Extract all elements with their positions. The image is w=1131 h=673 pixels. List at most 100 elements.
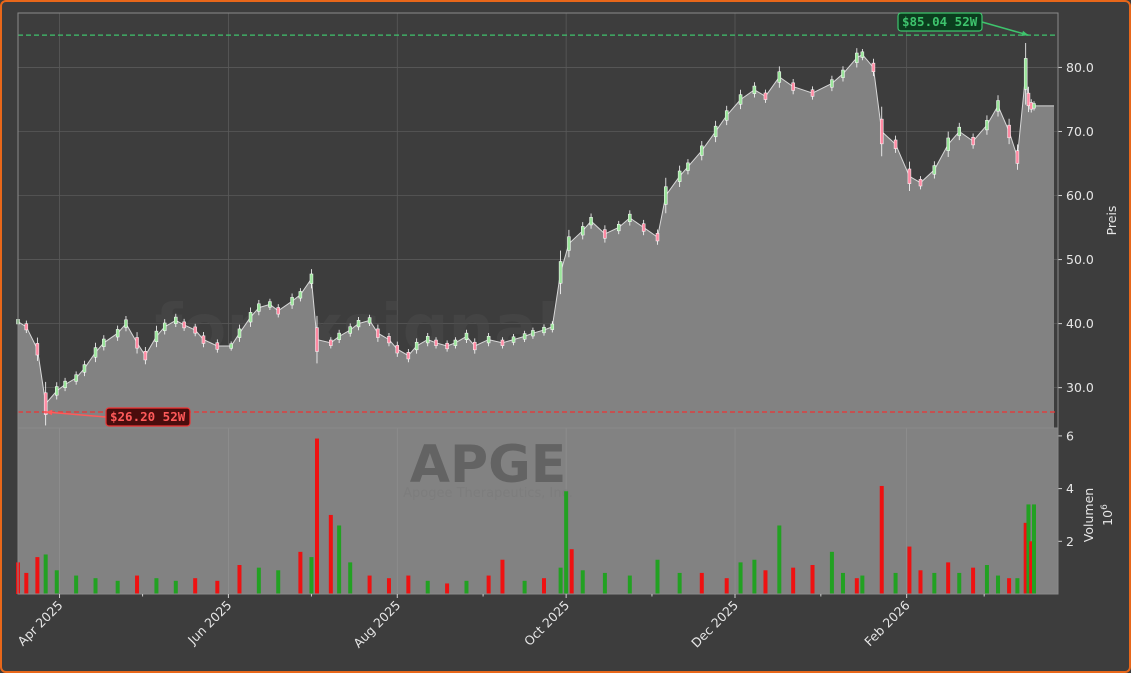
volume-bar: [314, 438, 319, 594]
candle-body: [414, 341, 419, 351]
candle-body: [550, 323, 555, 330]
volume-bar: [1029, 541, 1034, 594]
candle-body: [616, 223, 621, 232]
volume-bar: [425, 580, 430, 594]
candle-body: [567, 236, 571, 251]
candle-body: [918, 179, 923, 187]
volume-bar: [309, 557, 314, 594]
volume-bar: [348, 562, 353, 594]
candle-body: [500, 339, 505, 346]
candle-body: [1032, 103, 1036, 109]
volume-bar: [893, 572, 898, 594]
volume-bar: [276, 570, 281, 594]
candle-body: [486, 336, 491, 344]
price-axis-title: Preis: [1104, 206, 1119, 236]
volume-bar: [237, 565, 242, 594]
volume-bar: [699, 572, 704, 594]
volume-axis: 2 4 6: [1058, 428, 1074, 549]
high-52w-annotation: $85.04 52W: [897, 12, 1029, 37]
candle-body: [74, 374, 78, 382]
volume-bar: [486, 575, 491, 594]
price-tick-label: 70.0: [1066, 124, 1094, 139]
date-tick-label: Dec 2025: [688, 598, 741, 651]
low-52w-annotation: $26.20 52W: [45, 407, 191, 427]
volume-bar: [854, 578, 859, 594]
candle-body: [1015, 150, 1020, 164]
candle-body: [581, 226, 585, 236]
candle-body: [830, 79, 834, 88]
candle-body: [395, 345, 400, 354]
candle-body: [193, 326, 197, 334]
high-52w-label: $85.04 52W: [902, 14, 978, 29]
candle-body: [174, 316, 178, 324]
volume-bar: [957, 572, 962, 594]
candle-body: [367, 317, 372, 324]
candle-body: [162, 322, 167, 331]
candle-body: [664, 186, 668, 205]
volume-bar: [135, 575, 140, 594]
volume-bar: [860, 575, 865, 594]
candle-body: [724, 110, 729, 121]
candle-body: [628, 213, 632, 223]
candle-body: [589, 217, 593, 226]
volume-bar: [724, 578, 729, 594]
candle-body: [810, 89, 815, 97]
candle-body: [932, 165, 937, 175]
volume-bar: [43, 554, 48, 594]
candle-body: [135, 337, 139, 349]
candle-body: [558, 261, 563, 284]
volume-bar: [971, 567, 976, 594]
volume-bar: [655, 559, 660, 594]
candle-body: [93, 347, 98, 358]
candle-body: [215, 342, 220, 350]
low-52w-arrow: [45, 411, 107, 418]
price-tick-label: 50.0: [1066, 252, 1094, 267]
volume-bars: [16, 438, 1036, 594]
volume-plot-background: [18, 428, 1058, 594]
candle-body: [855, 52, 859, 63]
candle-body: [996, 100, 1000, 112]
candle-body: [182, 321, 186, 329]
candle-body: [1007, 124, 1011, 139]
candle-body: [907, 168, 912, 184]
volume-axis-unit: 106: [1100, 504, 1115, 526]
candle-body: [957, 126, 962, 137]
price-tick-label: 80.0: [1066, 60, 1094, 75]
candle-body: [791, 82, 795, 91]
candle-body: [434, 339, 438, 346]
watermark-ticker: APGE: [410, 435, 567, 495]
volume-bar: [464, 580, 469, 594]
candle-body: [55, 386, 59, 396]
candle-body: [738, 94, 743, 105]
candle-body: [257, 303, 261, 312]
watermark-company: Apogee Therapeutics, Inc.: [403, 486, 573, 501]
volume-bar: [35, 557, 40, 594]
candle-body: [1026, 92, 1031, 107]
volume-bar: [74, 575, 79, 594]
price-axis: 30.0 40.0 50.0 60.0 70.0 80.0: [1058, 60, 1094, 395]
volume-bar: [215, 580, 220, 594]
volume-bar: [1032, 504, 1036, 594]
candle-body: [893, 139, 898, 149]
volume-bar: [541, 578, 546, 594]
candle-body: [641, 223, 646, 232]
candle-body: [531, 330, 535, 337]
low-52w-label-box: [105, 407, 191, 427]
volume-bar: [154, 578, 159, 594]
candle-body: [655, 233, 660, 242]
volume-bar: [602, 572, 607, 594]
candle-body: [1023, 58, 1028, 90]
date-tick-label: Jun 2025: [184, 598, 234, 648]
candle-body: [356, 320, 361, 328]
candle-body: [143, 351, 148, 361]
candle-body: [946, 137, 950, 151]
candle-body: [700, 145, 704, 156]
date-tick-label: Feb 2026: [861, 597, 913, 649]
candle-body: [713, 125, 718, 138]
volume-bar: [1026, 504, 1031, 594]
candle-body: [542, 326, 546, 334]
volume-bar: [569, 549, 574, 594]
candle-body: [677, 170, 682, 182]
candle-body: [603, 229, 607, 239]
high-52w-label-box: [897, 12, 983, 32]
